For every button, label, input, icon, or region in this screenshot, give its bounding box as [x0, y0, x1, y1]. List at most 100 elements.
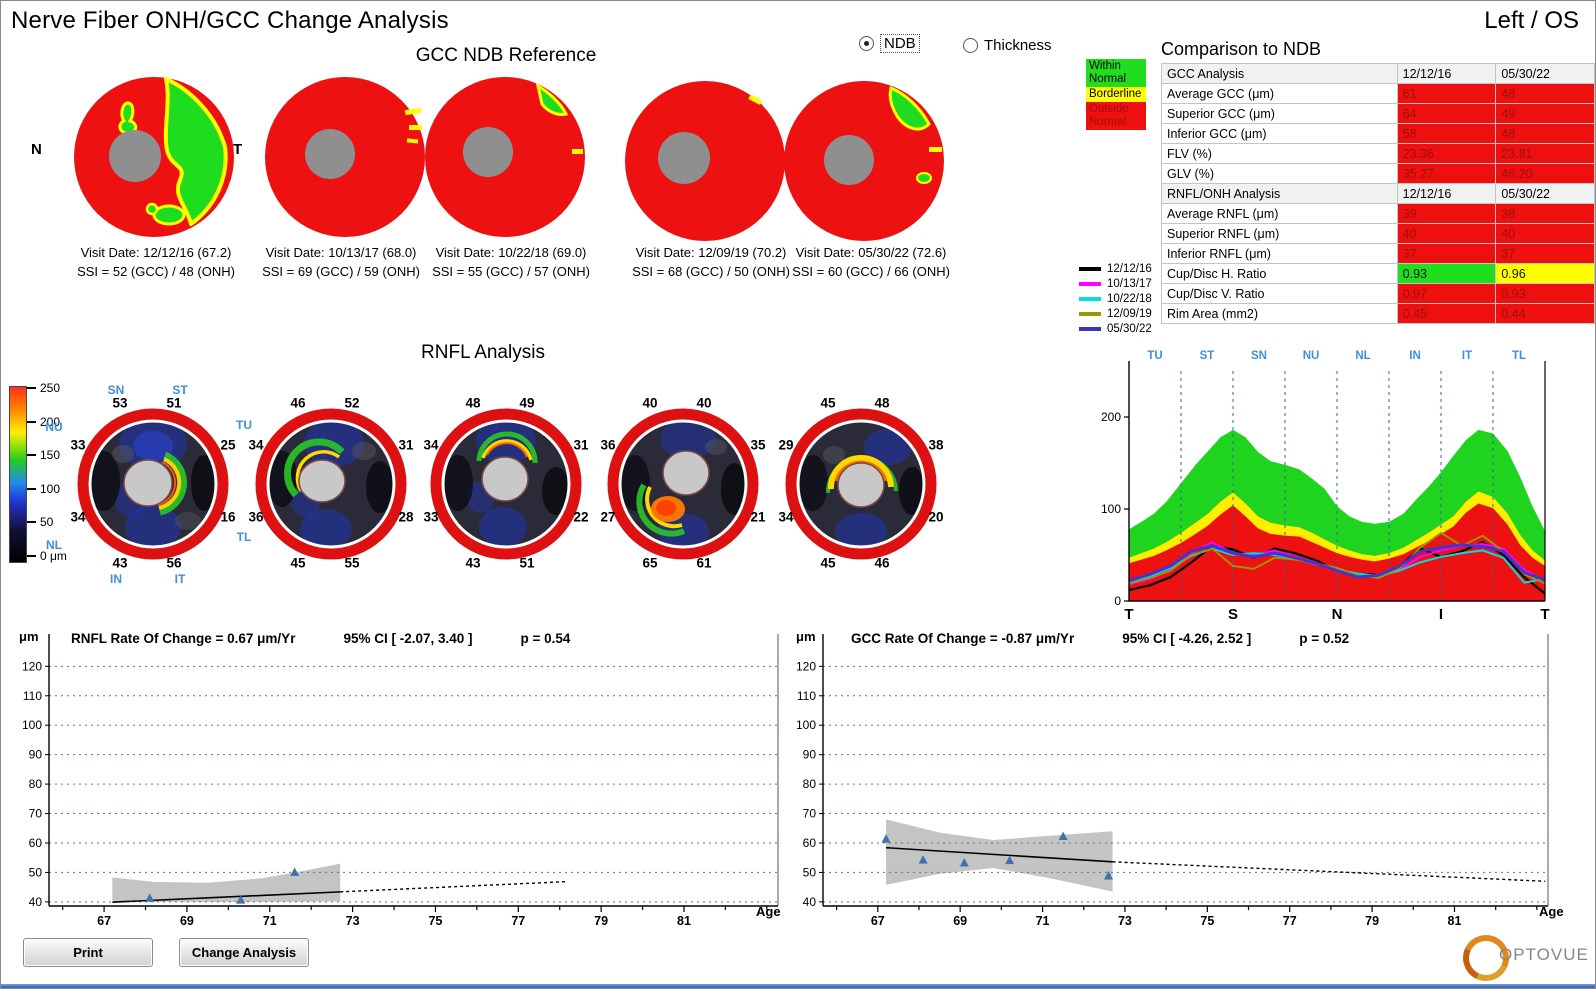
legend-date-label: 12/09/19 — [1107, 307, 1152, 320]
svg-text:120: 120 — [22, 659, 42, 673]
svg-text:50: 50 — [803, 865, 817, 879]
metric-value: 0.44 — [1495, 303, 1595, 324]
ndb-radio-icon[interactable] — [859, 36, 874, 51]
svg-text:71: 71 — [1036, 914, 1050, 925]
gcc-map-visit-3 — [425, 77, 585, 237]
nasal-label: N — [31, 141, 42, 158]
svg-text:77: 77 — [1283, 914, 1297, 925]
svg-text:67: 67 — [871, 914, 885, 925]
optovue-logo-text: OPTOVUE — [1499, 945, 1589, 964]
svg-text:71: 71 — [263, 914, 277, 925]
metric-value: 35.27 — [1396, 163, 1497, 184]
rnfl-sector-value-tu: 38 — [928, 437, 944, 453]
window-bottom-edge — [1, 984, 1595, 988]
metric-value: 39 — [1396, 203, 1497, 224]
table-row: Rim Area (mm2) 0.45 0.44 — [1161, 303, 1595, 324]
svg-text:75: 75 — [428, 914, 442, 925]
svg-text:50: 50 — [29, 865, 43, 879]
thickness-radio[interactable]: Thickness — [963, 37, 1052, 54]
gcc-map-visit-4 — [625, 81, 785, 241]
comparison-title: Comparison to NDB — [1161, 39, 1322, 59]
gcc-ndb-reference-title: GCC NDB Reference — [415, 45, 597, 66]
table-row: GLV (%) 35.27 46.20 — [1161, 163, 1595, 184]
gcc-rate-text: GCC Rate Of Change = -0.87 μm/Yr — [851, 631, 1075, 646]
table-row: Inferior GCC (μm) 58 48 — [1161, 123, 1595, 144]
svg-text:SN: SN — [1251, 350, 1267, 362]
rnfl-sector-value-tu: 35 — [750, 437, 766, 453]
svg-text:79: 79 — [594, 914, 608, 925]
rnfl-chart-xlabel: Age — [756, 904, 781, 919]
svg-text:81: 81 — [677, 914, 691, 925]
rnfl-sector-value-nu: 29 — [778, 437, 794, 453]
thickness-radio-icon[interactable] — [963, 38, 978, 53]
date-column-cell: 05/30/22 — [1495, 183, 1595, 204]
gcc-p-text: p = 0.52 — [1299, 631, 1350, 646]
legend-date-label: 12/12/16 — [1107, 262, 1152, 275]
svg-text:ST: ST — [1200, 350, 1215, 362]
svg-text:100: 100 — [22, 718, 42, 732]
thickness-radio-label[interactable]: Thickness — [984, 37, 1052, 54]
metric-value: 0.97 — [1396, 283, 1497, 304]
svg-text:60: 60 — [29, 836, 43, 850]
metric-value: 48 — [1495, 123, 1595, 144]
rnfl-sector-value-tl: 28 — [398, 509, 414, 525]
metric-label: FLV (%) — [1161, 143, 1398, 164]
metric-label: GLV (%) — [1161, 163, 1398, 184]
rnfl-sector-value-sn: 48 — [465, 395, 481, 411]
table-row: Superior GCC (μm) 64 49 — [1161, 103, 1595, 124]
rnfl-map-image — [785, 408, 937, 560]
table-row: Cup/Disc H. Ratio 0.93 0.96 — [1161, 263, 1595, 284]
metric-value: 23.36 — [1396, 143, 1497, 164]
metric-value: 46.20 — [1495, 163, 1595, 184]
svg-text:IT: IT — [1462, 350, 1472, 362]
metric-value: 0.93 — [1495, 283, 1595, 304]
visit-caption: Visit Date: 05/30/22 (72.6) SSI = 60 (GCC… — [792, 245, 950, 279]
rnfl-p-text: p = 0.54 — [520, 631, 571, 646]
table-section-header-row: RNFL/ONH Analysis 12/12/16 05/30/22 — [1161, 183, 1595, 204]
legend-color-swatch — [1079, 266, 1101, 271]
rnfl-sector-value-st: 52 — [344, 395, 360, 411]
legend-date-label: 10/22/18 — [1107, 292, 1152, 305]
rnfl-sector-value-st: 48 — [874, 395, 890, 411]
date-legend-item: 10/13/17 — [1079, 276, 1152, 291]
svg-text:NU: NU — [1303, 350, 1320, 362]
rnfl-sector-value-sn: 53 — [112, 395, 128, 411]
legend-outside-normal: Outside Normal — [1086, 102, 1146, 130]
date-column-cell: 05/30/22 — [1495, 63, 1595, 84]
rnfl-sector-value-nu: 34 — [423, 437, 439, 453]
date-column-cell: 12/12/16 — [1396, 183, 1497, 204]
svg-text:110: 110 — [23, 689, 42, 703]
visit-caption: Visit Date: 10/13/17 (68.0) SSI = 69 (GCC… — [262, 245, 420, 279]
svg-text:80: 80 — [29, 777, 43, 791]
svg-text:40: 40 — [803, 895, 817, 909]
gcc-trend-header: GCC Rate Of Change = -0.87 μm/Yr 95% CI … — [851, 631, 1349, 646]
metric-label: Cup/Disc H. Ratio — [1161, 263, 1398, 284]
rnfl-sector-value-in: 65 — [642, 555, 658, 571]
rnfl-sector-value-tu: 25 — [220, 437, 236, 453]
rnfl-sector-value-sn: 45 — [820, 395, 836, 411]
svg-text:TU: TU — [1147, 350, 1162, 362]
ndb-radio-label[interactable]: NDB — [880, 34, 920, 53]
rnfl-sector-value-sn: 46 — [290, 395, 306, 411]
metric-value: 0.93 — [1396, 263, 1497, 284]
print-button[interactable]: Print — [23, 938, 153, 967]
ndb-radio[interactable]: NDB — [859, 34, 920, 53]
rnfl-sector-value-nl: 34 — [70, 509, 86, 525]
svg-text:90: 90 — [803, 748, 817, 762]
change-analysis-button[interactable]: Change Analysis — [179, 938, 309, 967]
svg-text:69: 69 — [180, 914, 194, 925]
rnfl-ci-text: 95% CI [ -2.07, 3.40 ] — [343, 631, 473, 646]
svg-text:73: 73 — [1118, 914, 1132, 925]
rnfl-sector-value-st: 40 — [696, 395, 712, 411]
date-legend-item: 12/09/19 — [1079, 306, 1152, 321]
metric-value: 58 — [1396, 123, 1497, 144]
svg-text:TL: TL — [1512, 350, 1526, 362]
metric-label: Rim Area (mm2) — [1161, 303, 1398, 324]
svg-text:81: 81 — [1448, 914, 1462, 925]
table-row: Superior RNFL (μm) 40 40 — [1161, 223, 1595, 244]
rnfl-map-visit-2: 46 52 31 28 55 45 36 34 — [246, 395, 416, 571]
metric-label: Average GCC (μm) — [1161, 83, 1398, 104]
color-scale-labels: 250 200 150 100 50 0 μm — [27, 381, 67, 563]
metric-value: 0.45 — [1396, 303, 1497, 324]
metric-value: 23.81 — [1495, 143, 1595, 164]
